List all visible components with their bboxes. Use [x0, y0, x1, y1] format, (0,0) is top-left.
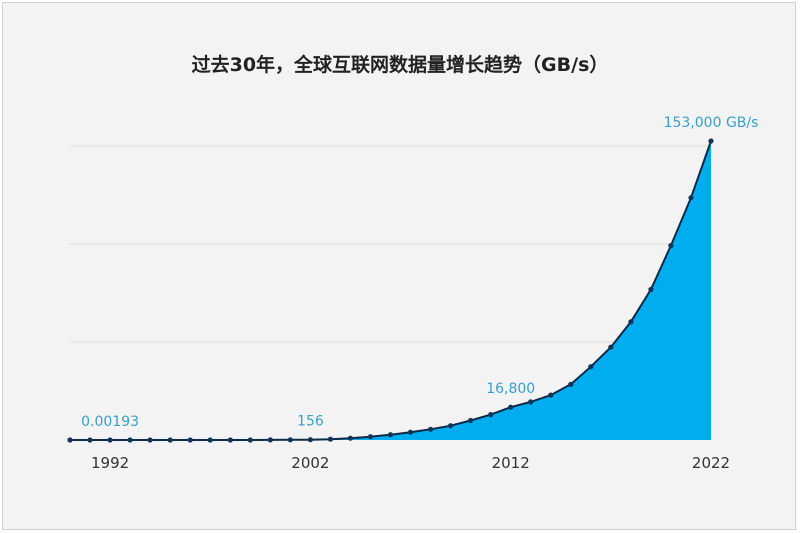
data-point-2021 [688, 195, 694, 201]
data-point-2022 [708, 138, 714, 144]
data-point-2019 [648, 286, 654, 293]
grid-lines [70, 145, 711, 343]
data-point-2004 [347, 435, 353, 441]
data-point-2007 [407, 429, 414, 435]
chart-title: 过去30年，全球互联网数据量增长趋势（GB/s） [191, 54, 609, 76]
data-point-2009 [448, 423, 454, 429]
data-point-2006 [387, 432, 394, 438]
data-point-2002 [307, 437, 313, 443]
data-point-2010 [468, 417, 474, 424]
data-point-1994 [147, 437, 153, 443]
data-label-2012: 16,800 [486, 381, 535, 397]
data-point-1995 [167, 437, 173, 443]
data-point-2012 [508, 404, 514, 410]
data-point-1999 [247, 437, 253, 443]
data-label-2022: 153,000 GB/s [664, 115, 759, 131]
data-point-2015 [568, 381, 574, 387]
data-point-1992 [107, 437, 113, 443]
data-point-1990 [67, 437, 73, 443]
data-label-1992: 0.00193 [81, 414, 139, 430]
data-point-2008 [428, 426, 434, 432]
x-tick-2002: 2002 [291, 454, 329, 472]
area-layer [70, 140, 712, 441]
data-point-1991 [87, 437, 93, 443]
area-fill [70, 141, 711, 440]
data-label-2002: 156 [297, 414, 324, 430]
data-point-2001 [287, 437, 293, 443]
x-tick-2012: 2012 [492, 454, 530, 472]
data-point-2017 [608, 344, 614, 350]
data-point-1996 [187, 437, 193, 443]
data-point-2014 [548, 392, 554, 398]
x-tick-layer: 1992 2002 2012 2022 [91, 454, 730, 472]
data-point-2018 [628, 319, 634, 325]
data-point-2016 [588, 364, 594, 370]
data-point-1997 [207, 437, 213, 443]
x-tick-1992: 1992 [91, 454, 129, 472]
data-point-2020 [668, 243, 674, 249]
data-point-1998 [227, 437, 233, 443]
marker-layer [67, 138, 714, 443]
label-layer: 0.00193 156 16,800 153,000 GB/s [81, 115, 758, 430]
data-point-2000 [267, 437, 273, 443]
data-point-2005 [367, 434, 374, 440]
data-point-1993 [127, 437, 133, 443]
data-point-2013 [528, 399, 534, 405]
data-point-2003 [327, 436, 333, 442]
data-point-2011 [488, 412, 494, 418]
x-tick-2022: 2022 [692, 454, 730, 472]
